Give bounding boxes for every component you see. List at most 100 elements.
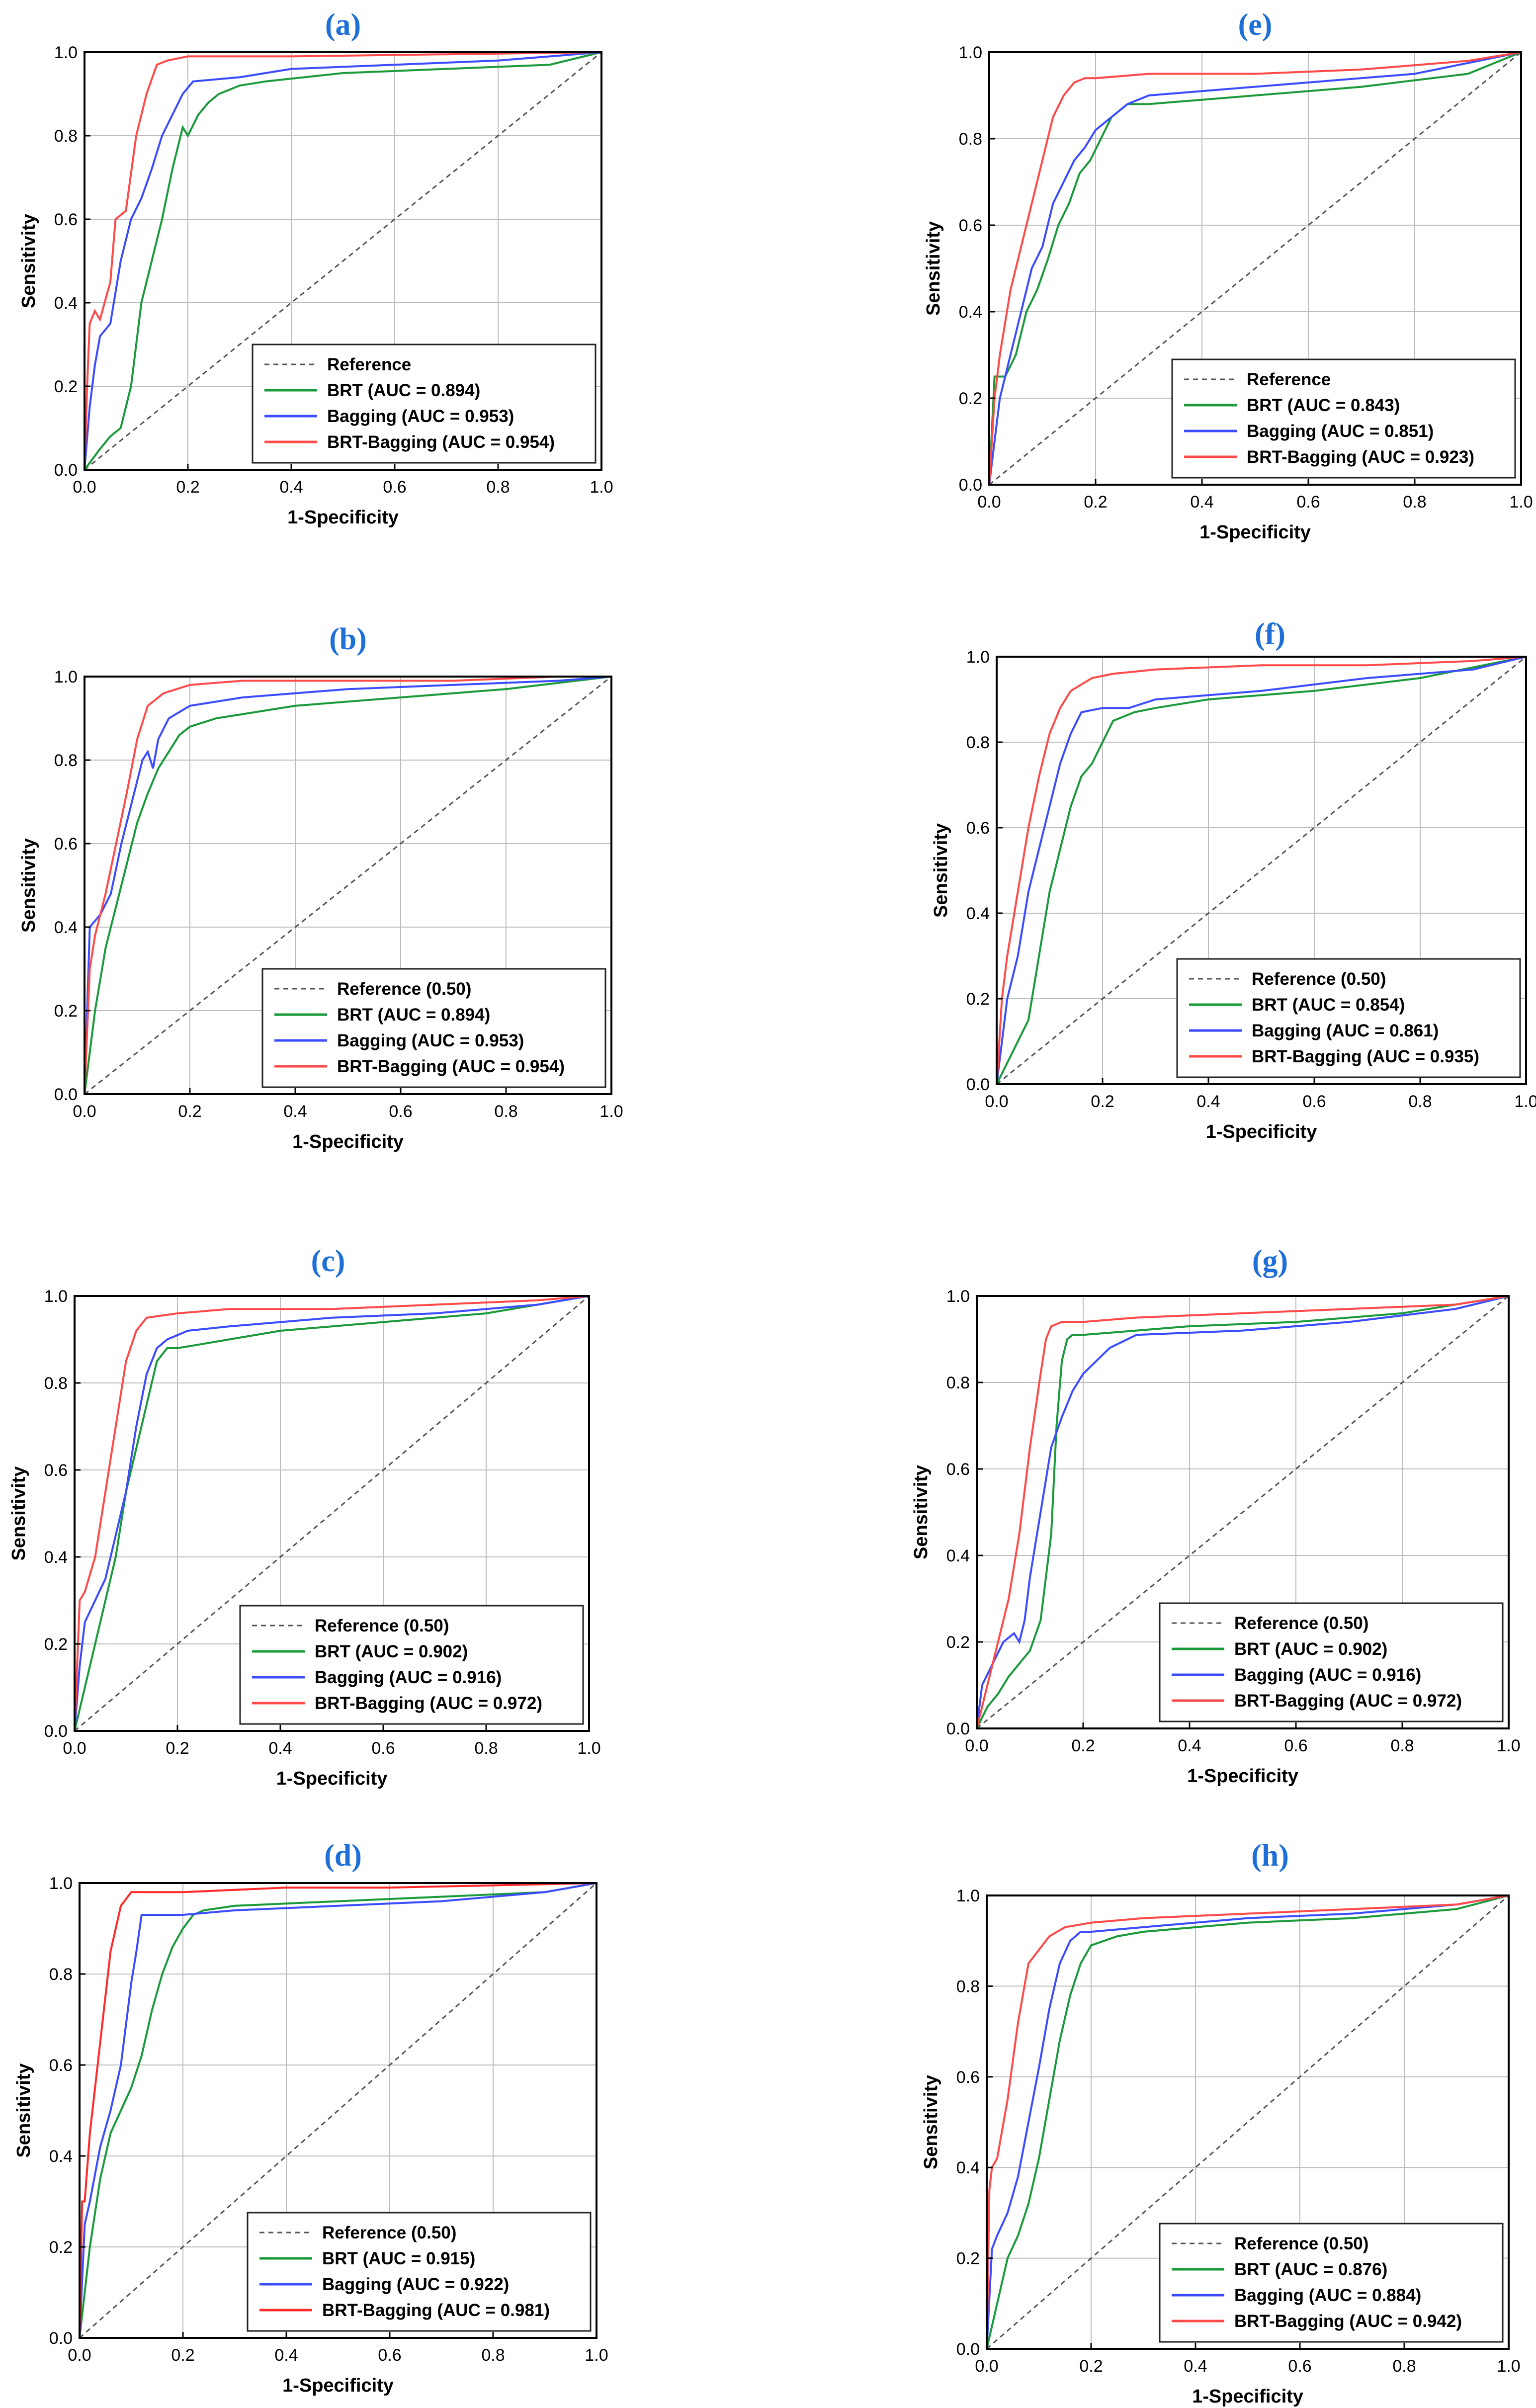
y-tick-label: 1.0 [54, 668, 78, 687]
x-tick-label: 0.8 [481, 2346, 505, 2365]
legend-label: Bagging (AUC = 0.884) [1234, 2286, 1421, 2305]
x-tick-label: 0.6 [1284, 1736, 1307, 1755]
y-tick-label: 0.4 [44, 1548, 68, 1567]
y-tick-label: 1.0 [54, 43, 78, 62]
panel-e: (e) 0.0 0.2 0.4 0.6 0.8 1.0 0.0 0.2 0.4 0.6 0.8 1.0 1… [768, 0, 1536, 602]
x-tick-label: 0.4 [1196, 1092, 1220, 1111]
series-line-3 [996, 656, 1527, 1085]
x-tick-label: 1.0 [590, 478, 613, 497]
y-tick-label: 0.6 [54, 835, 78, 854]
x-tick-label: 0.2 [1079, 2357, 1103, 2376]
panel-label: (c) [311, 1244, 345, 1278]
roc-chart-b: (b) 0.0 0.2 0.4 0.6 0.8 1.0 0.0 0.2 0.4 0.6 0.8 1.0 1… [18, 622, 623, 1152]
roc-chart-a: (a) 0.0 0.2 0.4 0.6 0.8 1.0 0.0 0.2 0.4 0.6 0.8 1.0 1… [18, 8, 613, 528]
y-axis-title: Sensitivity [931, 823, 951, 918]
y-tick-label: 0.0 [946, 1720, 970, 1738]
legend-label: BRT (AUC = 0.915) [322, 2249, 475, 2268]
series-line-1 [84, 676, 612, 1095]
plot-frame [988, 51, 1522, 486]
y-tick-label: 1.0 [49, 1874, 73, 1893]
x-tick-label: 0.8 [1408, 1092, 1432, 1111]
series-line-2 [84, 676, 612, 1095]
y-tick-label: 0.2 [44, 1635, 68, 1654]
x-tick-label: 0.2 [178, 1102, 201, 1121]
y-tick-label: 0.4 [946, 1547, 970, 1565]
x-tick-label: 0.6 [1302, 1092, 1326, 1111]
panel-f: (f) 0.0 0.2 0.4 0.6 0.8 1.0 0.0 0.2 0.4 0.6 0.8 1.0 1… [768, 602, 1536, 1204]
legend-label: Bagging (AUC = 0.916) [315, 1668, 502, 1687]
y-tick-label: 0.4 [959, 303, 982, 322]
series-line-2 [79, 1882, 597, 2338]
x-tick-label: 0.0 [965, 1736, 988, 1755]
y-tick-label: 0.8 [946, 1374, 970, 1392]
plot-frame [976, 1295, 1510, 1729]
x-tick-label: 0.2 [1091, 1092, 1114, 1111]
legend-label: BRT (AUC = 0.902) [1234, 1639, 1387, 1659]
x-tick-label: 1.0 [577, 1739, 600, 1758]
panel-label: (h) [1251, 1839, 1289, 1873]
panel-label: (g) [1252, 1244, 1288, 1278]
y-tick-label: 0.6 [959, 216, 982, 235]
x-tick-label: 0.4 [279, 478, 303, 497]
y-tick-label: 1.0 [44, 1287, 68, 1306]
y-tick-label: 0.2 [49, 2238, 73, 2257]
roc-chart-f: (f) 0.0 0.2 0.4 0.6 0.8 1.0 0.0 0.2 0.4 0.6 0.8 1.0 1… [931, 617, 1536, 1142]
x-tick-label: 0.0 [975, 2357, 998, 2376]
plot-frame [986, 1894, 1510, 2350]
x-tick-label: 0.0 [985, 1092, 1008, 1111]
legend-label: Bagging (AUC = 0.861) [1252, 1021, 1439, 1040]
legend-label: BRT-Bagging (AUC = 0.972) [315, 1694, 542, 1713]
y-tick-label: 0.0 [44, 1722, 68, 1741]
legend-label: Reference (0.50) [337, 979, 471, 999]
series-line-3 [79, 1882, 597, 2338]
legend-label: Reference (0.50) [322, 2223, 456, 2242]
legend-label: BRT (AUC = 0.854) [1252, 995, 1405, 1015]
x-tick-label: 0.6 [389, 1102, 412, 1121]
y-tick-label: 1.0 [946, 1287, 970, 1306]
y-tick-label: 0.0 [966, 1075, 990, 1094]
x-tick-label: 0.2 [166, 1739, 189, 1758]
series-line-1 [986, 1894, 1509, 2349]
panel-label: (f) [1255, 617, 1285, 651]
x-tick-label: 0.4 [1184, 2357, 1207, 2376]
series-line-1 [996, 656, 1527, 1085]
y-tick-label: 0.2 [54, 377, 78, 396]
x-tick-label: 0.4 [1190, 493, 1213, 512]
y-tick-label: 0.0 [54, 1085, 78, 1104]
x-axis-title: 1-Specificity [1187, 1766, 1298, 1787]
legend-label: BRT (AUC = 0.894) [327, 381, 480, 400]
y-tick-label: 0.4 [956, 2158, 980, 2177]
series-line-3 [84, 676, 611, 1095]
roc-chart-h: (h) 0.0 0.2 0.4 0.6 0.8 1.0 0.0 0.2 0.4 0.6 0.8 1.0 1… [921, 1839, 1521, 2407]
legend-label: BRT-Bagging (AUC = 0.981) [322, 2301, 550, 2320]
series-line-1 [84, 51, 602, 471]
y-axis-title: Sensitivity [921, 2075, 941, 2169]
legend-label: BRT-Bagging (AUC = 0.942) [1234, 2312, 1462, 2331]
x-tick-label: 1.0 [1509, 493, 1533, 512]
y-axis-title: Sensitivity [8, 1466, 29, 1560]
legend-label: Reference (0.50) [1234, 1614, 1368, 1633]
x-axis-title: 1-Specificity [1192, 2386, 1303, 2407]
x-tick-label: 0.6 [371, 1739, 395, 1758]
x-tick-label: 1.0 [599, 1102, 623, 1121]
y-axis-title: Sensitivity [923, 221, 944, 316]
legend-label: Bagging (AUC = 0.922) [322, 2275, 509, 2294]
y-tick-label: 0.6 [946, 1460, 970, 1479]
legend-label: Reference (0.50) [1252, 969, 1386, 989]
legend-label: BRT-Bagging (AUC = 0.954) [337, 1057, 565, 1076]
legend-label: Bagging (AUC = 0.953) [327, 407, 514, 426]
x-axis-title: 1-Specificity [1199, 522, 1311, 543]
plot-frame [74, 1295, 590, 1732]
series-line-2 [986, 1894, 1509, 2349]
y-tick-label: 0.2 [959, 389, 982, 408]
y-axis-title: Sensitivity [911, 1465, 932, 1559]
x-tick-label: 0.8 [474, 1739, 498, 1758]
series-line-2 [74, 1295, 590, 1731]
x-tick-label: 0.8 [494, 1102, 517, 1121]
legend-label: BRT-Bagging (AUC = 0.935) [1252, 1047, 1479, 1066]
series-line-3 [988, 51, 1522, 485]
legend-label: BRT (AUC = 0.902) [315, 1642, 468, 1661]
roc-chart-e: (e) 0.0 0.2 0.4 0.6 0.8 1.0 0.0 0.2 0.4 0.6 0.8 1.0 1… [923, 8, 1533, 543]
x-tick-label: 0.0 [73, 1102, 96, 1121]
x-axis-title: 1-Specificity [282, 2375, 394, 2396]
